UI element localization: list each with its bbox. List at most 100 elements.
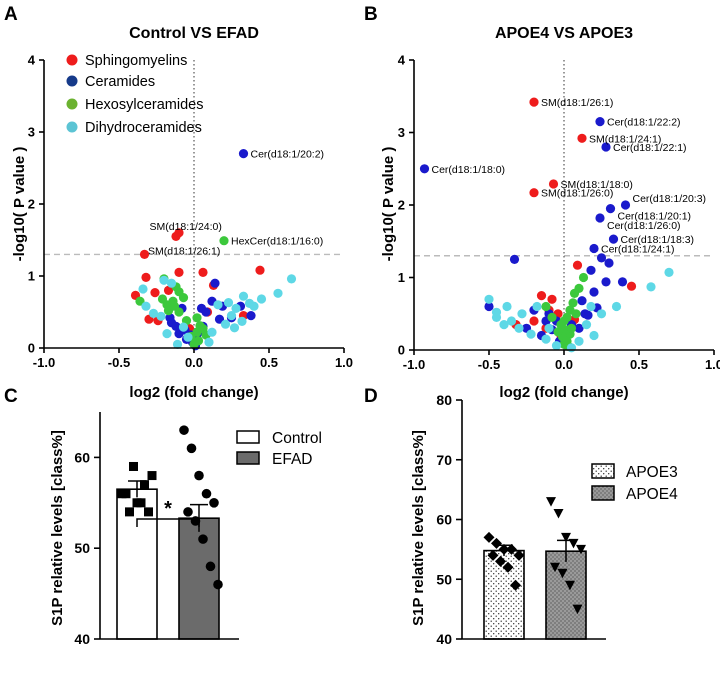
point-dihydroceramides-b	[502, 301, 512, 312]
x-tick-label-b: 0.5	[630, 357, 648, 372]
point-hexosylceramides-a	[174, 307, 184, 317]
data-point-control	[136, 498, 146, 508]
annotation-label-b: Cer(d18:1/18:3)	[621, 234, 695, 246]
data-point-efad	[179, 425, 189, 435]
point-sphingomyelins-a	[174, 267, 184, 277]
point-dihydroceramides-a	[207, 327, 217, 337]
y-tick-label-c: 60	[74, 449, 90, 465]
legend-label-sphingomyelins: Sphingomyelins	[85, 53, 187, 69]
point-ceramides-a	[171, 321, 181, 331]
point-dihydroceramides-b	[526, 329, 536, 339]
y-axis-label-a: -log10( P value )	[11, 147, 28, 262]
legend-swatch-apoe3	[591, 463, 615, 479]
x-tick-label-b: 0.0	[555, 357, 573, 372]
y-axis-label-c: S1P relative levels [class%]	[49, 430, 66, 626]
annotation-label-a: SM(d18:1/24:0)	[150, 221, 222, 233]
data-point-control	[121, 489, 131, 499]
y-axis-label-b: -log10( P value )	[380, 147, 397, 262]
point-dihydroceramides-a	[223, 298, 234, 308]
annotation-label-b: Cer(d18:1/18:0)	[432, 164, 506, 176]
legend-label-ceramides: Ceramides	[85, 74, 155, 90]
point-ceramides-a	[246, 311, 256, 321]
point-ceramides-b	[589, 287, 599, 297]
x-tick-label-a: -1.0	[33, 355, 55, 370]
point-sphingomyelins-b	[577, 133, 587, 143]
point-ceramides-b	[608, 234, 619, 244]
point-sphingomyelins-a	[150, 288, 160, 298]
data-point-apoe4	[546, 497, 556, 507]
point-ceramides-b	[595, 117, 605, 127]
y-tick-label-b: 2	[398, 198, 405, 213]
point-dihydroceramides-a	[183, 332, 193, 342]
x-axis-label-a: log2 (fold change)	[129, 384, 258, 401]
volcano-plot-b: APOE4 VS APOE3 log2 (fold change) -log10…	[380, 25, 720, 401]
point-dihydroceramides-b	[514, 323, 524, 333]
point-sphingomyelins-a	[255, 265, 265, 275]
point-dihydroceramides-a	[237, 316, 247, 326]
data-point-apoe3	[495, 555, 506, 567]
legend-marker-ceramides	[66, 75, 78, 87]
y-tick-label-c: 50	[74, 540, 90, 556]
point-hexosylceramides-a	[157, 294, 168, 304]
point-sphingomyelins-b	[529, 97, 539, 107]
legend-d: APOE3 APOE4	[591, 463, 678, 503]
point-ceramides-b	[589, 243, 599, 254]
data-point-efad	[213, 579, 223, 590]
y-tick-label-b: 4	[398, 53, 406, 68]
point-dihydroceramides-b	[574, 336, 584, 346]
point-sphingomyelins-a	[198, 267, 208, 277]
point-dihydroceramides-a	[141, 301, 151, 311]
point-sphingomyelins-b	[536, 291, 547, 301]
point-ceramides-b	[596, 253, 607, 263]
data-point-apoe3	[502, 561, 514, 573]
annotation-label-b: Cer(d18:1/20:1)	[618, 211, 692, 223]
point-dihydroceramides-b	[589, 330, 599, 341]
data-point-apoe3	[487, 549, 499, 561]
point-dihydroceramides-a	[238, 291, 249, 301]
chart-title-a: Control VS EFAD	[129, 25, 259, 42]
data-point-control	[125, 507, 134, 517]
point-dihydroceramides-b	[532, 301, 542, 312]
x-tick-label-b: 1.0	[705, 357, 720, 372]
data-point-apoe4	[550, 562, 560, 573]
point-hexosylceramides-b	[553, 327, 563, 337]
point-dihydroceramides-a	[229, 323, 240, 333]
legend-label-hexosylceramides: Hexosylceramides	[85, 97, 203, 113]
legend-label-control: Control	[272, 430, 322, 447]
point-dihydroceramides-b	[611, 301, 622, 312]
x-tick-label-a: 1.0	[335, 355, 353, 370]
point-dihydroceramides-b	[664, 267, 674, 277]
y-tick-label-a: 3	[28, 125, 35, 140]
annotation-label-b: SM(d18:1/26:0)	[541, 188, 613, 200]
data-point-control	[129, 461, 138, 471]
point-ceramides-b	[620, 200, 631, 210]
data-point-apoe4	[553, 509, 564, 519]
annotation-label-b: Cer(d18:1/22:1)	[613, 142, 687, 154]
data-point-apoe4	[557, 568, 568, 579]
point-hexosylceramides-a	[189, 339, 199, 349]
point-dihydroceramides-b	[586, 301, 596, 312]
point-ceramides-b	[577, 296, 587, 306]
annotation-label-b: Cer(d18:1/22:2)	[607, 117, 681, 129]
legend-label-dihydroceramides: Dihydroceramides	[85, 120, 202, 136]
annotation-label-b: Cer(d18:1/24:1)	[601, 244, 675, 256]
significance-bracket	[136, 518, 200, 527]
point-hexosylceramides-a	[219, 236, 229, 246]
data-point-efad	[183, 507, 193, 517]
point-hexosylceramides-b	[568, 298, 578, 308]
point-dihydroceramides-b	[646, 282, 656, 292]
data-point-apoe3	[483, 531, 495, 543]
point-dihydroceramides-b	[544, 323, 554, 333]
point-hexosylceramides-b	[566, 323, 577, 333]
point-hexosylceramides-b	[578, 272, 589, 283]
y-tick-label-b: 0	[398, 343, 405, 358]
annotation-label-b: Cer(d18:1/26:0)	[607, 220, 681, 232]
data-point-efad	[209, 498, 219, 508]
point-dihydroceramides-a	[138, 284, 148, 294]
point-ceramides-b	[617, 277, 628, 287]
point-dihydroceramides-a	[213, 300, 223, 310]
point-sphingomyelins-b	[547, 294, 557, 304]
legend-marker-hexosylceramides	[66, 98, 78, 110]
point-sphingomyelins-b	[529, 316, 539, 326]
y-tick-label-d: 70	[436, 452, 452, 468]
